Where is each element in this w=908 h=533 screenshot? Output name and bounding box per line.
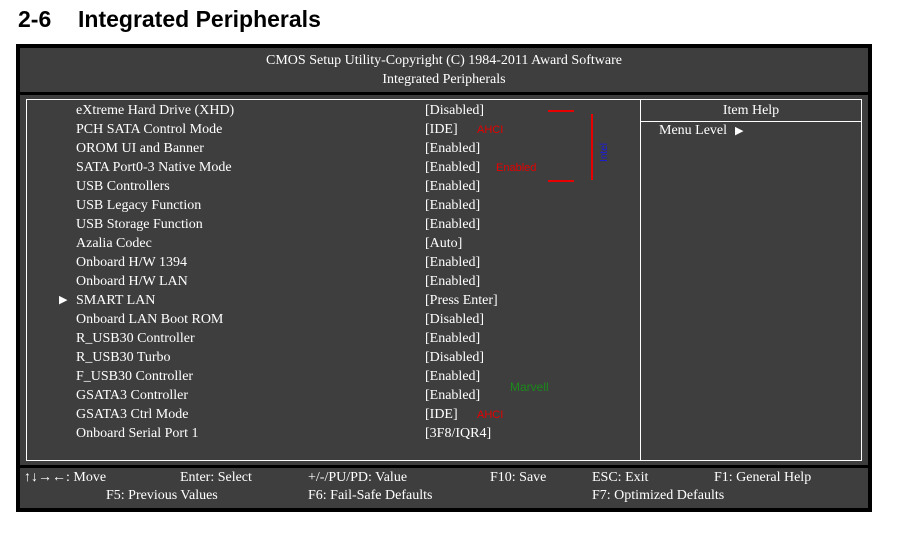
bios-screen: CMOS Setup Utility-Copyright (C) 1984-20…	[16, 44, 872, 512]
item-help-title: Item Help	[722, 103, 780, 118]
setting-name: Onboard LAN Boot ROM	[76, 312, 224, 327]
annotation-ahci-gsata3: AHCI	[477, 409, 504, 421]
bios-footer: ↑↓→←: Move Enter: Select +/-/PU/PD: Valu…	[20, 468, 868, 508]
section-number: 2-6	[18, 6, 52, 32]
setting-name: USB Legacy Function	[76, 198, 202, 213]
setting-name: OROM UI and Banner	[76, 141, 204, 156]
setting-value[interactable]: [3F8/IQR4]	[425, 426, 492, 441]
item-help-separator	[641, 121, 861, 122]
setting-name: Onboard H/W 1394	[76, 255, 187, 270]
setting-value[interactable]: [Enabled]	[425, 198, 481, 213]
setting-name: Onboard Serial Port 1	[76, 426, 199, 441]
menu-level: Menu Level ▶	[659, 123, 744, 139]
setting-name: R_USB30 Turbo	[76, 350, 171, 365]
key-hint-enter: Enter: Select	[180, 470, 252, 485]
submenu-arrow-icon: ▶	[59, 294, 68, 306]
annotation-intel: Intel	[598, 143, 610, 162]
intel-bracket-vertical	[591, 114, 593, 180]
setting-name: USB Storage Function	[76, 217, 203, 232]
setting-row-gsata3-ctrl-mode[interactable]: GSATA3 Ctrl Mode [IDE]	[27, 406, 637, 425]
setting-name: USB Controllers	[76, 179, 170, 194]
page-title: Integrated Peripherals	[78, 6, 321, 32]
setting-row-usb-legacy[interactable]: USB Legacy Function [Enabled]	[27, 197, 637, 216]
setting-row-serial-port-1[interactable]: Onboard Serial Port 1 [3F8/IQR4]	[27, 425, 637, 444]
setting-value[interactable]: [Enabled]	[425, 141, 481, 156]
setting-name: F_USB30 Controller	[76, 369, 194, 384]
setting-row-pch-sata-mode[interactable]: PCH SATA Control Mode [IDE]	[27, 121, 637, 140]
setting-row-azalia-codec[interactable]: Azalia Codec [Auto]	[27, 235, 637, 254]
setting-row-onboard-lan[interactable]: Onboard H/W LAN [Enabled]	[27, 273, 637, 292]
setting-row-usb-storage[interactable]: USB Storage Function [Enabled]	[27, 216, 637, 235]
intel-bracket-top	[548, 110, 574, 112]
setting-row-onboard-1394[interactable]: Onboard H/W 1394 [Enabled]	[27, 254, 637, 273]
key-hint-exit: ESC: Exit	[592, 470, 649, 485]
setting-row-usb-controllers[interactable]: USB Controllers [Enabled]	[27, 178, 637, 197]
setting-value[interactable]: [Disabled]	[425, 103, 485, 118]
key-hint-move: ↑↓→←: Move	[24, 470, 107, 485]
setting-row-f-usb30-controller[interactable]: F_USB30 Controller [Enabled]	[27, 368, 637, 387]
copyright-line: CMOS Setup Utility-Copyright (C) 1984-20…	[266, 53, 622, 68]
setting-value[interactable]: [Press Enter]	[425, 293, 498, 308]
annotation-enabled: Enabled	[496, 162, 537, 174]
setting-value[interactable]: [Enabled]	[425, 388, 481, 403]
setting-row-lan-boot-rom[interactable]: Onboard LAN Boot ROM [Disabled]	[27, 311, 637, 330]
setting-name: SATA Port0-3 Native Mode	[76, 160, 232, 175]
key-hint-value: +/-/PU/PD: Value	[308, 470, 408, 485]
setting-value[interactable]: [Enabled]	[425, 274, 481, 289]
setting-value[interactable]: [Disabled]	[425, 350, 485, 365]
setting-name: PCH SATA Control Mode	[76, 122, 223, 137]
settings-frame: eXtreme Hard Drive (XHD) [Disabled] PCH S…	[26, 99, 862, 461]
intel-bracket-bottom	[548, 180, 574, 182]
setting-row-orom-ui[interactable]: OROM UI and Banner [Enabled]	[27, 140, 637, 159]
setting-row-gsata3-controller[interactable]: GSATA3 Controller [Enabled]	[27, 387, 637, 406]
setting-value[interactable]: [Enabled]	[425, 217, 481, 232]
setting-row-r-usb30-turbo[interactable]: R_USB30 Turbo [Disabled]	[27, 349, 637, 368]
annotation-marvell: Marvell	[510, 380, 549, 394]
setting-value[interactable]: [Enabled]	[425, 160, 481, 175]
setting-value[interactable]: [Auto]	[425, 236, 463, 251]
setting-name: R_USB30 Controller	[76, 331, 195, 346]
setting-value[interactable]: [Enabled]	[425, 179, 481, 194]
setting-value[interactable]: [Enabled]	[425, 331, 481, 346]
bios-header: CMOS Setup Utility-Copyright (C) 1984-20…	[20, 48, 868, 92]
bios-main-panel: eXtreme Hard Drive (XHD) [Disabled] PCH S…	[20, 95, 868, 465]
setting-value[interactable]: [Disabled]	[425, 312, 485, 327]
setting-value[interactable]: [Enabled]	[425, 369, 481, 384]
setting-name: eXtreme Hard Drive (XHD)	[76, 103, 235, 118]
setting-name: Onboard H/W LAN	[76, 274, 188, 289]
setting-name: Azalia Codec	[76, 236, 152, 251]
setting-row-r-usb30-controller[interactable]: R_USB30 Controller [Enabled]	[27, 330, 637, 349]
menu-level-arrow-icon: ▶	[735, 125, 744, 137]
key-hint-save: F10: Save	[490, 470, 547, 485]
setting-name: GSATA3 Ctrl Mode	[76, 407, 189, 422]
setting-name: GSATA3 Controller	[76, 388, 189, 403]
key-hint-previous-values: F5: Previous Values	[106, 488, 218, 503]
help-divider	[640, 100, 641, 460]
setting-row-sata-native-mode[interactable]: SATA Port0-3 Native Mode [Enabled]	[27, 159, 637, 178]
menu-level-label: Menu Level	[659, 123, 728, 138]
setting-row-xhd[interactable]: eXtreme Hard Drive (XHD) [Disabled]	[27, 102, 637, 121]
key-hint-optimized-defaults: F7: Optimized Defaults	[592, 488, 725, 503]
key-hint-failsafe-defaults: F6: Fail-Safe Defaults	[308, 488, 433, 503]
setting-value[interactable]: [IDE]	[425, 122, 458, 137]
menu-title: Integrated Peripherals	[382, 72, 506, 87]
setting-row-smart-lan[interactable]: ▶ SMART LAN [Press Enter]	[27, 292, 637, 311]
annotation-ahci-pch: AHCI	[477, 124, 504, 136]
setting-value[interactable]: [IDE]	[425, 407, 458, 422]
page-heading: 2-6 Integrated Peripherals	[18, 6, 321, 33]
setting-value[interactable]: [Enabled]	[425, 255, 481, 270]
setting-name: SMART LAN	[76, 293, 156, 308]
key-hint-general-help: F1: General Help	[714, 470, 812, 485]
